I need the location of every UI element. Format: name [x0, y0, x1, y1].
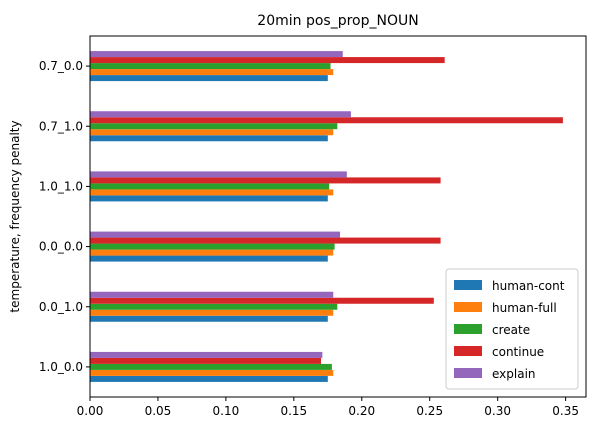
x-tick-label: 0.35	[552, 404, 579, 418]
bar-continue-1.0_0.0	[90, 357, 322, 364]
bar-create-1.0_1.0	[90, 183, 330, 190]
bar-human-full-0.0_1.0	[90, 309, 334, 316]
legend-label-explain: explain	[492, 367, 536, 381]
x-tick-label: 0.10	[213, 404, 240, 418]
plot-frame	[89, 35, 587, 398]
bar-human-full-1.0_0.0	[90, 369, 334, 376]
legend-swatch-human-cont	[454, 280, 482, 290]
y-tick-label: 0.0_1.0	[39, 300, 83, 314]
bar-continue-0.0_0.0	[90, 237, 441, 244]
y-tick-label: 0.0_0.0	[39, 240, 83, 254]
bar-continue-0.7_0.0	[90, 57, 445, 64]
legend-label-create: create	[492, 323, 530, 337]
legend-label-continue: continue	[492, 345, 544, 359]
bar-human-cont-1.0_0.0	[90, 375, 328, 382]
bar-human-cont-0.7_1.0	[90, 135, 328, 142]
bar-continue-1.0_1.0	[90, 177, 441, 184]
y-tick-label: 1.0_0.0	[39, 360, 83, 374]
legend-swatch-create	[454, 324, 482, 334]
bar-create-0.7_0.0	[90, 63, 331, 70]
bar-explain-0.0_0.0	[90, 231, 341, 238]
legend: human-cont human-full create continue explai…	[445, 268, 579, 390]
bar-create-1.0_0.0	[90, 363, 332, 370]
bar-human-full-1.0_1.0	[90, 189, 334, 196]
bars-group	[90, 51, 563, 382]
bar-explain-0.7_1.0	[90, 111, 351, 118]
y-tick-label: 1.0_1.0	[39, 179, 83, 193]
x-tick-label: 0.15	[280, 404, 307, 418]
bar-human-cont-0.0_1.0	[90, 315, 328, 322]
bar-explain-0.0_1.0	[90, 291, 334, 298]
y-tick-label: 0.7_0.0	[39, 59, 83, 73]
legend-swatch-explain	[454, 368, 482, 378]
x-tick-label: 0.30	[484, 404, 511, 418]
x-tick-label: 0.05	[145, 404, 172, 418]
legend-box	[445, 268, 579, 390]
bar-explain-1.0_1.0	[90, 171, 347, 178]
bar-human-full-0.7_1.0	[90, 129, 334, 136]
legend-swatch-human-full	[454, 302, 482, 312]
bar-human-cont-1.0_1.0	[90, 195, 328, 202]
bar-continue-0.7_1.0	[90, 117, 563, 124]
bar-explain-1.0_0.0	[90, 351, 323, 358]
y-axis-label: temperature, frequency penalty	[8, 120, 22, 312]
legend-swatch-continue	[454, 346, 482, 356]
x-tick-label: 0.20	[348, 404, 375, 418]
chart-title: 20min pos_prop_NOUN	[257, 13, 418, 29]
bar-human-cont-0.7_0.0	[90, 75, 328, 82]
bar-create-0.0_0.0	[90, 243, 335, 250]
bar-human-cont-0.0_0.0	[90, 255, 328, 262]
x-tick-label: 0.00	[77, 404, 104, 418]
bar-human-full-0.0_0.0	[90, 249, 334, 256]
x-tick-label: 0.25	[416, 404, 443, 418]
bar-create-0.7_1.0	[90, 123, 338, 130]
legend-label-human-full: human-full	[492, 301, 557, 315]
bar-continue-0.0_1.0	[90, 297, 434, 304]
bar-human-full-0.7_0.0	[90, 69, 334, 76]
axes-group: 1.0_0.0 0.0_1.0 0.0_0.0 1.0_1.0 0.7_1.0 0.7_0…	[39, 35, 587, 418]
bar-explain-0.7_0.0	[90, 51, 343, 58]
bar-create-0.0_1.0	[90, 303, 338, 310]
legend-label-human-cont: human-cont	[492, 279, 565, 293]
y-tick-label: 0.7_1.0	[39, 119, 83, 133]
